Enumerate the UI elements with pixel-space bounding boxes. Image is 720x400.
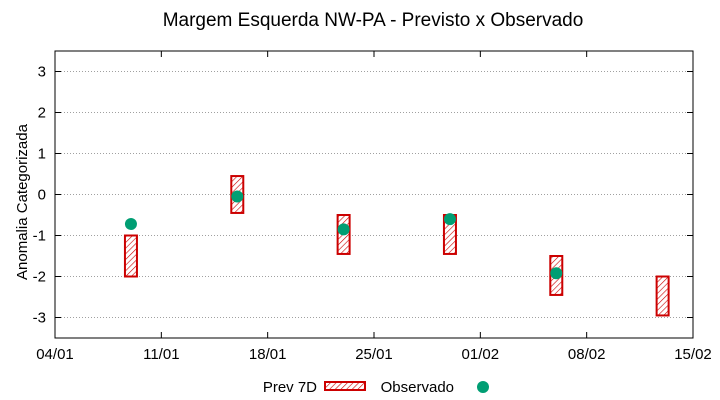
x-tick-label: 04/01	[36, 346, 74, 363]
legend-swatch-observado	[477, 381, 489, 393]
x-tick-label: 08/02	[568, 346, 606, 363]
y-tick-label: 3	[38, 64, 46, 81]
chart-title: Margem Esquerda NW-PA - Previsto x Obser…	[163, 10, 584, 31]
y-tick-label: -3	[33, 310, 46, 327]
forecast-box	[123, 234, 138, 278]
x-tick-label: 18/01	[249, 346, 287, 363]
x-tick-label: 25/01	[355, 346, 393, 363]
observed-point	[443, 213, 456, 226]
legend-label-prev: Prev 7D	[263, 379, 317, 396]
legend-label-observado: Observado	[381, 379, 454, 396]
grid-lines	[55, 71, 693, 318]
y-tick-label: 0	[38, 187, 46, 204]
y-tick-label: -2	[33, 269, 46, 286]
y-tick-label: -1	[33, 228, 46, 245]
x-tick-label: 15/02	[674, 346, 712, 363]
observed-points	[124, 190, 563, 280]
x-tick-label: 01/02	[462, 346, 500, 363]
observed-point	[337, 223, 350, 236]
observed-point	[550, 267, 563, 280]
forecast-box	[655, 275, 670, 317]
y-tick-label: 2	[38, 105, 46, 122]
y-axis-label: Anomalia Categorizada	[14, 123, 31, 280]
y-axis-ticks: -3 -2 -1 0 1 2 3	[33, 64, 693, 327]
legend-swatch-prev	[324, 381, 366, 391]
x-axis-ticks: 04/01 11/01 18/01 25/01 01/02 08/02 15/02	[36, 51, 712, 363]
y-tick-label: 1	[38, 146, 46, 163]
legend: Prev 7D Observado	[263, 379, 489, 396]
observed-point	[231, 190, 244, 203]
forecast-boxes	[123, 175, 670, 317]
observed-point	[124, 218, 137, 231]
x-tick-label: 11/01	[143, 346, 179, 363]
